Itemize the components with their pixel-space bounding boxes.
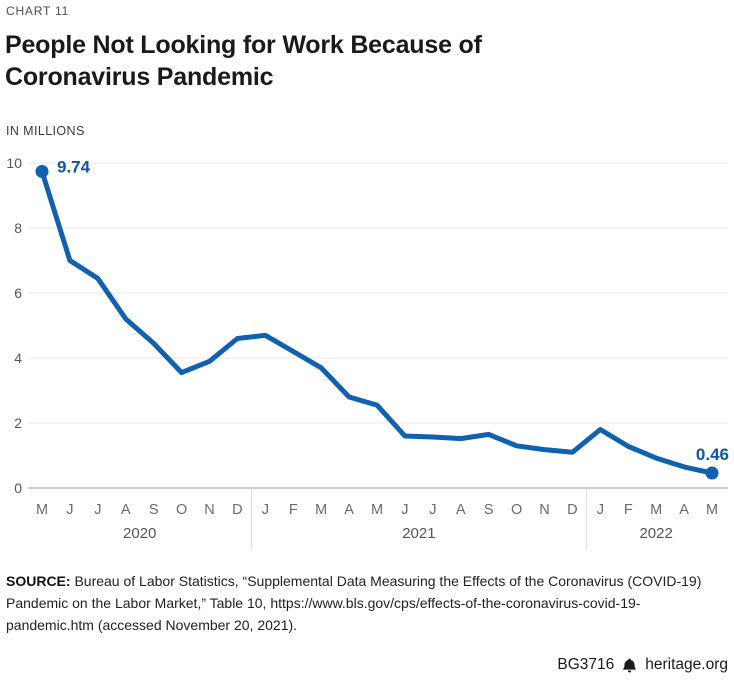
x-month-label: F <box>289 502 298 518</box>
footer: BG3716 heritage.org <box>557 656 728 674</box>
x-month-label: M <box>36 502 48 518</box>
document-id: BG3716 <box>557 656 615 673</box>
x-month-label: S <box>149 502 159 518</box>
y-tick-label: 2 <box>14 415 22 431</box>
page-title: People Not Looking for Work Because of C… <box>5 30 565 94</box>
x-month-label: J <box>597 502 604 518</box>
x-month-label: J <box>262 502 269 518</box>
x-year-label: 2020 <box>123 525 156 542</box>
x-month-label: N <box>204 502 214 518</box>
data-point-label: 9.74 <box>57 157 91 176</box>
x-month-label: A <box>344 502 354 518</box>
site-name: heritage.org <box>645 656 728 673</box>
x-month-label: J <box>94 502 101 518</box>
source-note: SOURCE: Bureau of Labor Statistics, “Sup… <box>6 570 720 636</box>
x-month-label: O <box>511 502 522 518</box>
y-tick-label: 6 <box>14 285 22 301</box>
y-tick-label: 8 <box>14 220 22 236</box>
data-point-dot <box>35 164 49 178</box>
y-axis-unit-label: IN MILLIONS <box>6 124 85 138</box>
y-tick-label: 4 <box>14 350 22 366</box>
x-month-label: D <box>567 502 577 518</box>
title-line-2: Coronavirus Pandemic <box>5 62 274 91</box>
x-month-label: J <box>401 502 408 518</box>
x-month-label: A <box>679 502 689 518</box>
y-tick-label: 10 <box>6 155 22 171</box>
source-label: SOURCE: <box>6 573 71 589</box>
heritage-bell-logo-icon <box>621 657 638 674</box>
line-chart: 0 2 4 6 8 10 2020 2021 2022 M J J A S O N D J F M A M J J A S O N D J… <box>0 145 734 555</box>
x-month-label: J <box>429 502 436 518</box>
x-month-label: M <box>371 502 383 518</box>
x-month-label: A <box>456 502 466 518</box>
x-month-label: J <box>66 502 73 518</box>
x-month-label: N <box>539 502 549 518</box>
x-month-label: S <box>484 502 494 518</box>
x-month-label: D <box>232 502 242 518</box>
x-month-label: M <box>706 502 718 518</box>
x-month-label: F <box>624 502 633 518</box>
title-line-1: People Not Looking for Work Because of <box>5 31 482 59</box>
data-point-dot <box>705 466 719 480</box>
y-tick-label: 0 <box>14 480 22 496</box>
x-month-label: M <box>650 502 662 518</box>
line-chart-svg: 0 2 4 6 8 10 2020 2021 2022 M J J A S O N D J F M A M J J A S O N D J… <box>6 155 729 550</box>
x-month-label: M <box>315 502 327 518</box>
data-point-label: 0.46 <box>696 445 729 464</box>
x-year-label: 2022 <box>639 525 672 542</box>
x-month-label: O <box>176 502 187 518</box>
data-line <box>39 168 715 476</box>
source-text: Bureau of Labor Statistics, “Supplementa… <box>6 573 702 633</box>
chart-number: CHART 11 <box>6 4 70 18</box>
x-month-label: A <box>121 502 131 518</box>
x-year-label: 2021 <box>402 525 435 542</box>
